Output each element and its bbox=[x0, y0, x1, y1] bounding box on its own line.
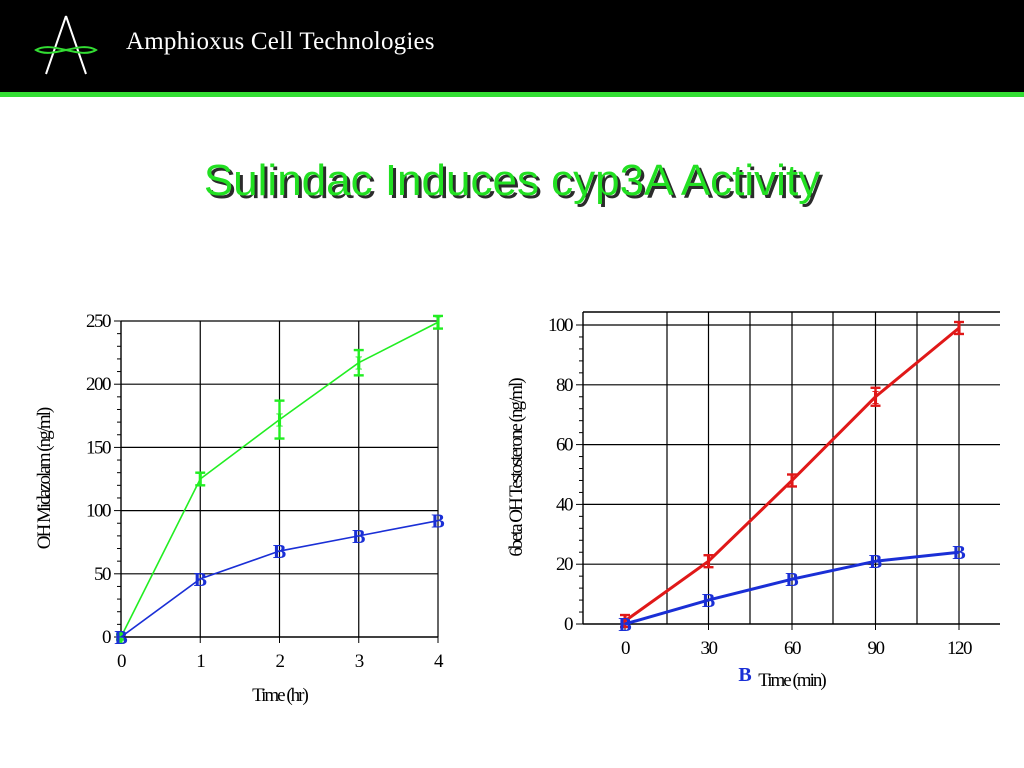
y-tick-label: 20 bbox=[556, 554, 573, 575]
x-axis-label: Time (min) bbox=[758, 670, 826, 691]
x-tick-label: 0 bbox=[621, 638, 630, 659]
data-point-marker: B bbox=[618, 614, 631, 636]
error-bar bbox=[433, 314, 443, 330]
y-tick-label: 200 bbox=[86, 374, 111, 395]
header-accent-line bbox=[0, 92, 1024, 97]
data-point-marker: B bbox=[352, 526, 365, 548]
x-tick-label: 0 bbox=[117, 651, 126, 672]
series-line-treated bbox=[120, 321, 439, 638]
y-axis-label: 6beta OH Testosterone (ng/ml) bbox=[506, 378, 527, 557]
error-bar bbox=[703, 554, 714, 569]
data-point-marker: B bbox=[273, 541, 286, 563]
y-tick-label: 250 bbox=[86, 311, 111, 332]
error-bar bbox=[353, 348, 364, 377]
series-line-control bbox=[624, 550, 960, 626]
error-bar bbox=[195, 471, 206, 487]
data-point-marker: B bbox=[869, 551, 882, 573]
y-axis-label: OH Midazolam (ng/ml) bbox=[34, 407, 55, 549]
data-point-marker: I bbox=[705, 551, 713, 573]
error-bar bbox=[116, 633, 126, 641]
error-bar bbox=[870, 386, 881, 407]
slide-title: Sulindac Induces cyp3A Activity bbox=[203, 156, 821, 205]
data-point-marker: I bbox=[621, 611, 629, 633]
data-point-marker: B bbox=[702, 590, 715, 612]
y-tick-label: 60 bbox=[556, 435, 573, 456]
data-point-marker: I bbox=[955, 318, 963, 340]
x-axis-label: Time (hr) bbox=[252, 685, 308, 706]
data-point-marker: I bbox=[434, 312, 442, 334]
x-tick-label: 60 bbox=[784, 638, 801, 659]
amphioxus-logo-icon bbox=[34, 15, 98, 75]
x-tick-label: 30 bbox=[701, 638, 718, 659]
y-tick-label: 100 bbox=[548, 315, 573, 336]
error-bar bbox=[787, 473, 797, 488]
data-point-marker: I bbox=[276, 410, 284, 432]
data-point-marker: B bbox=[952, 542, 965, 564]
data-point-marker: B bbox=[785, 569, 798, 591]
data-point-marker: I bbox=[872, 387, 880, 409]
y-tick-label: 80 bbox=[556, 375, 573, 396]
error-bar bbox=[954, 320, 964, 336]
data-point-marker: I bbox=[788, 470, 796, 492]
y-tick-label: 50 bbox=[94, 564, 111, 585]
y-tick-label: 40 bbox=[556, 494, 573, 515]
series-line-control bbox=[120, 519, 439, 638]
data-point-marker: B bbox=[431, 511, 444, 533]
y-tick-label: 0 bbox=[564, 614, 573, 635]
header-bar bbox=[0, 0, 1024, 92]
data-point-marker: B bbox=[114, 627, 127, 649]
legend-marker: B bbox=[738, 664, 751, 686]
x-tick-label: 2 bbox=[276, 651, 285, 672]
x-tick-label: 120 bbox=[947, 638, 972, 659]
x-tick-label: 4 bbox=[434, 651, 444, 672]
y-tick-label: 0 bbox=[102, 627, 111, 648]
y-tick-label: 100 bbox=[86, 501, 111, 522]
data-point-marker: I bbox=[196, 469, 204, 491]
x-tick-label: 3 bbox=[355, 651, 364, 672]
error-bar bbox=[274, 399, 285, 440]
error-bar bbox=[620, 613, 630, 629]
data-point-marker: I bbox=[355, 353, 363, 375]
data-point-marker: I bbox=[117, 627, 125, 649]
x-tick-label: 1 bbox=[196, 651, 205, 672]
company-name: Amphioxus Cell Technologies bbox=[126, 28, 435, 55]
x-tick-label: 90 bbox=[868, 638, 885, 659]
data-point-marker: B bbox=[194, 569, 207, 591]
series-line-treated bbox=[624, 326, 960, 623]
y-tick-label: 150 bbox=[86, 437, 111, 458]
